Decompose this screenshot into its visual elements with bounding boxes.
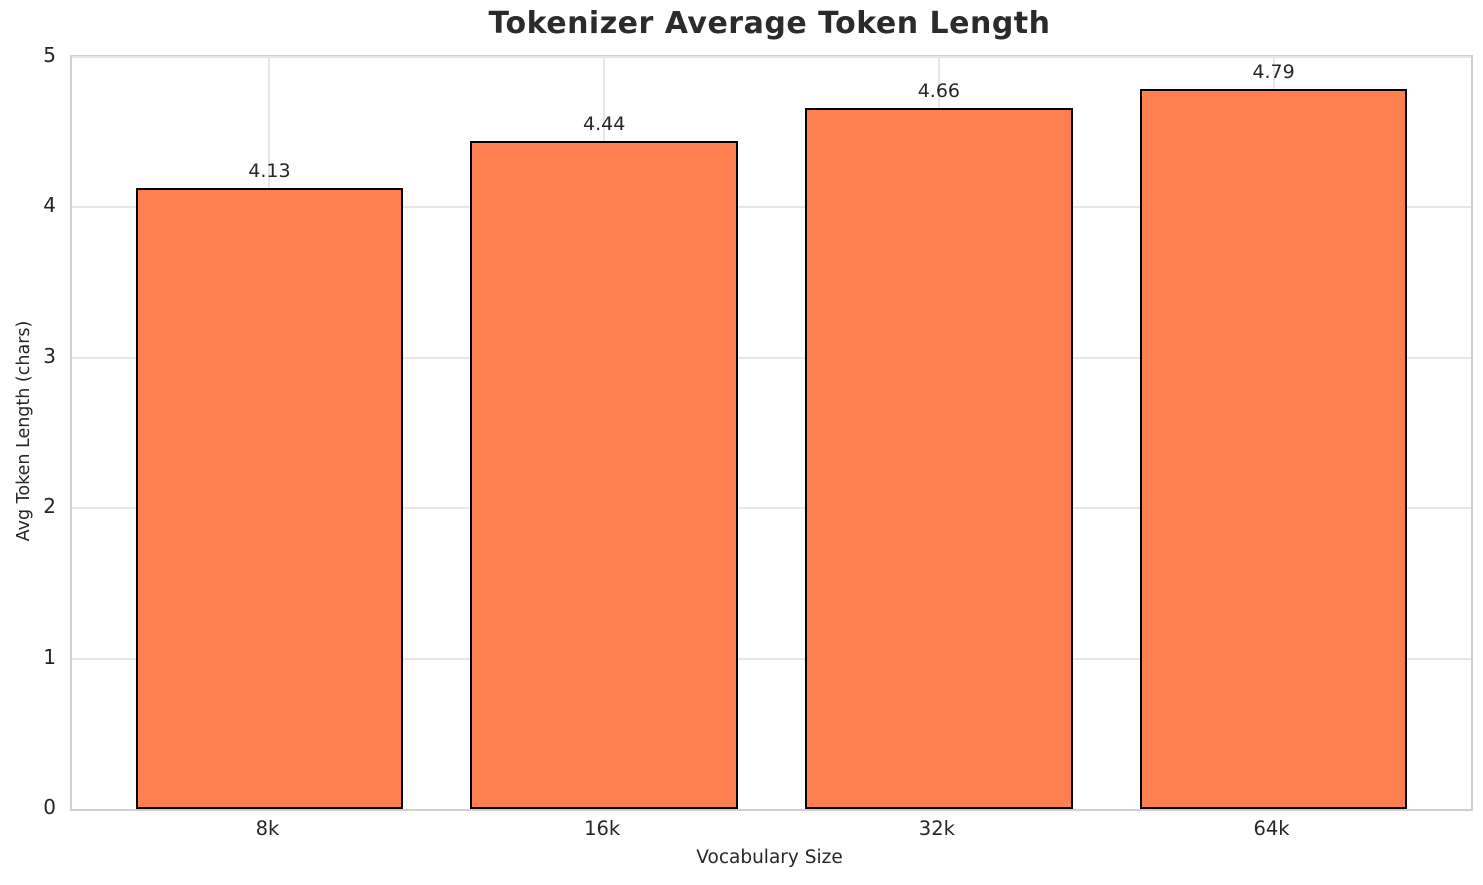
x-tick-label: 16k: [584, 817, 621, 840]
bar-value-label: 4.66: [917, 80, 960, 103]
x-axis-label: Vocabulary Size: [696, 847, 843, 868]
y-tick-label: 2: [43, 494, 56, 519]
y-tick-label: 1: [43, 644, 56, 669]
bar-32k: [804, 108, 1073, 809]
gridline-horizontal: [72, 56, 1471, 58]
x-tick-label: 64k: [1253, 817, 1290, 840]
chart-title: Tokenizer Average Token Length: [488, 6, 1051, 41]
gridline-horizontal: [72, 507, 1471, 510]
x-tick-label: 32k: [918, 817, 955, 840]
bar-value-label: 4.79: [1252, 60, 1295, 83]
gridline-horizontal: [72, 206, 1471, 209]
plot-area: 4.13 4.44 4.66 4.79: [70, 55, 1473, 811]
y-tick-label: 5: [43, 43, 56, 67]
x-tick-label: 8k: [255, 817, 280, 840]
gridline-horizontal: [72, 657, 1471, 660]
y-tick-label: 3: [43, 343, 56, 368]
y-tick-label: 4: [43, 193, 56, 218]
bar-64k: [1139, 88, 1408, 809]
y-tick-label: 0: [43, 795, 56, 819]
bar-8k: [135, 187, 404, 809]
bar-value-label: 4.13: [248, 159, 291, 182]
gridline-horizontal: [72, 356, 1471, 359]
bar-16k: [470, 141, 739, 809]
bar-value-label: 4.44: [582, 113, 626, 136]
